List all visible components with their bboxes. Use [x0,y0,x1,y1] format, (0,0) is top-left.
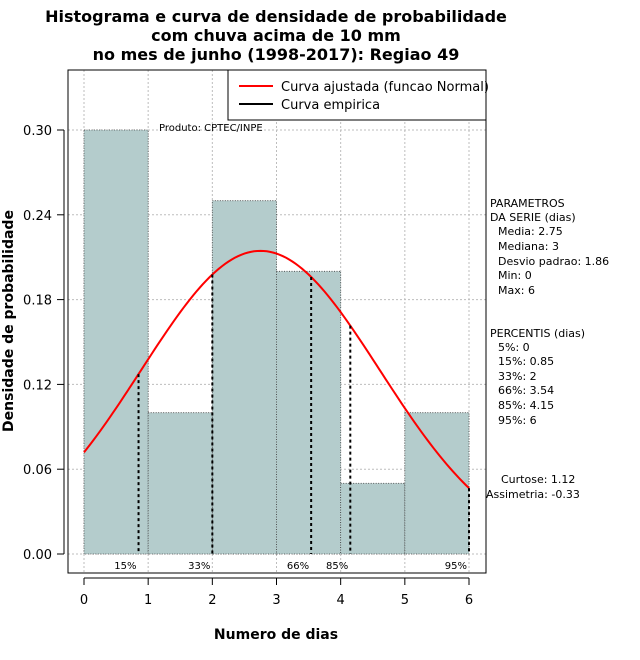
percentile-label-2: 66% [287,561,309,572]
y-tick-label-4: 0.24 [23,209,52,224]
shape-stats: Curtose: 1.12 Assimetria: -0.33 [486,473,580,501]
y-axis: 0.00 0.06 0.12 0.18 0.24 0.30 [23,124,65,563]
histogram-bar-4 [340,482,406,555]
percentil-5: 5%: 0 [498,341,530,354]
percentil-33: 33%: 2 [498,370,537,383]
histogram-bar-5 [404,412,470,555]
x-tick-label-0: 0 [80,593,88,608]
percentil-95: 95%: 6 [498,414,537,427]
x-tick-label-2: 2 [208,593,216,608]
x-tick-label-1: 1 [144,593,152,608]
chart-title-line-1: Histograma e curva de densidade de proba… [45,7,507,26]
x-tick-label-4: 4 [337,593,345,608]
skewness: Assimetria: -0.33 [486,488,580,501]
param-min: Min: 0 [498,269,532,282]
percentil-66: 66%: 3.54 [498,384,554,397]
percentile-label-0: 15% [114,561,136,572]
histogram-bar-1 [147,412,213,555]
params-header-1: PARAMETROS [490,197,565,210]
percentile-label-1: 33% [188,561,210,572]
chart-title: Histograma e curva de densidade de proba… [45,7,507,64]
histogram-bar-3 [276,270,342,555]
param-median: Mediana: 3 [498,240,559,253]
series-parameters: PARAMETROS DA SERIE (dias) Media: 2.75 M… [490,197,609,297]
legend-label-empirical: Curva empirica [281,98,380,113]
percentile-label-4: 95% [445,561,467,572]
legend-label-normal: Curva ajustada (funcao Normal) [281,80,489,95]
x-tick-label-6: 6 [465,593,473,608]
y-axis-label: Densidade de probabilidade [1,210,17,432]
y-tick-label-3: 0.18 [23,294,52,309]
params-header-2: DA SERIE (dias) [490,211,576,224]
param-sd: Desvio padrao: 1.86 [498,255,609,268]
chart-title-line-2: com chuva acima de 10 mm [151,26,401,45]
percentis-header: PERCENTIS (dias) [490,327,585,340]
param-mean: Media: 2.75 [498,225,563,238]
percentiles-block: PERCENTIS (dias) 5%: 0 15%: 0.85 33%: 2 … [490,327,585,427]
x-axis-label: Numero de dias [214,627,338,643]
legend-box [227,69,487,121]
percentile-label-3: 85% [326,561,348,572]
param-max: Max: 6 [498,284,535,297]
y-tick-label-2: 0.12 [23,378,52,393]
y-tick-label-1: 0.06 [23,463,52,478]
normal-fit-curve [83,249,470,489]
chart-title-line-3: no mes de junho (1998-2017): Regiao 49 [93,45,460,64]
y-tick-label-5: 0.30 [23,124,52,139]
y-tick-label-0: 0.00 [23,548,52,563]
percentil-85: 85%: 4.15 [498,399,554,412]
product-annotation: Produto: CPTEC/INPE [159,123,263,134]
kurtosis: Curtose: 1.12 [501,473,575,486]
x-axis: 0 1 2 3 4 5 6 [80,577,473,608]
x-tick-label-5: 5 [401,593,409,608]
percentil-15: 15%: 0.85 [498,355,554,368]
histogram-bar-0 [83,129,149,555]
legend: Curva ajustada (funcao Normal) Curva emp… [227,69,489,121]
histogram-bars [83,129,470,555]
x-tick-label-3: 3 [272,593,280,608]
percentile-lines: 15% 33% 66% 85% 95% [114,274,470,572]
